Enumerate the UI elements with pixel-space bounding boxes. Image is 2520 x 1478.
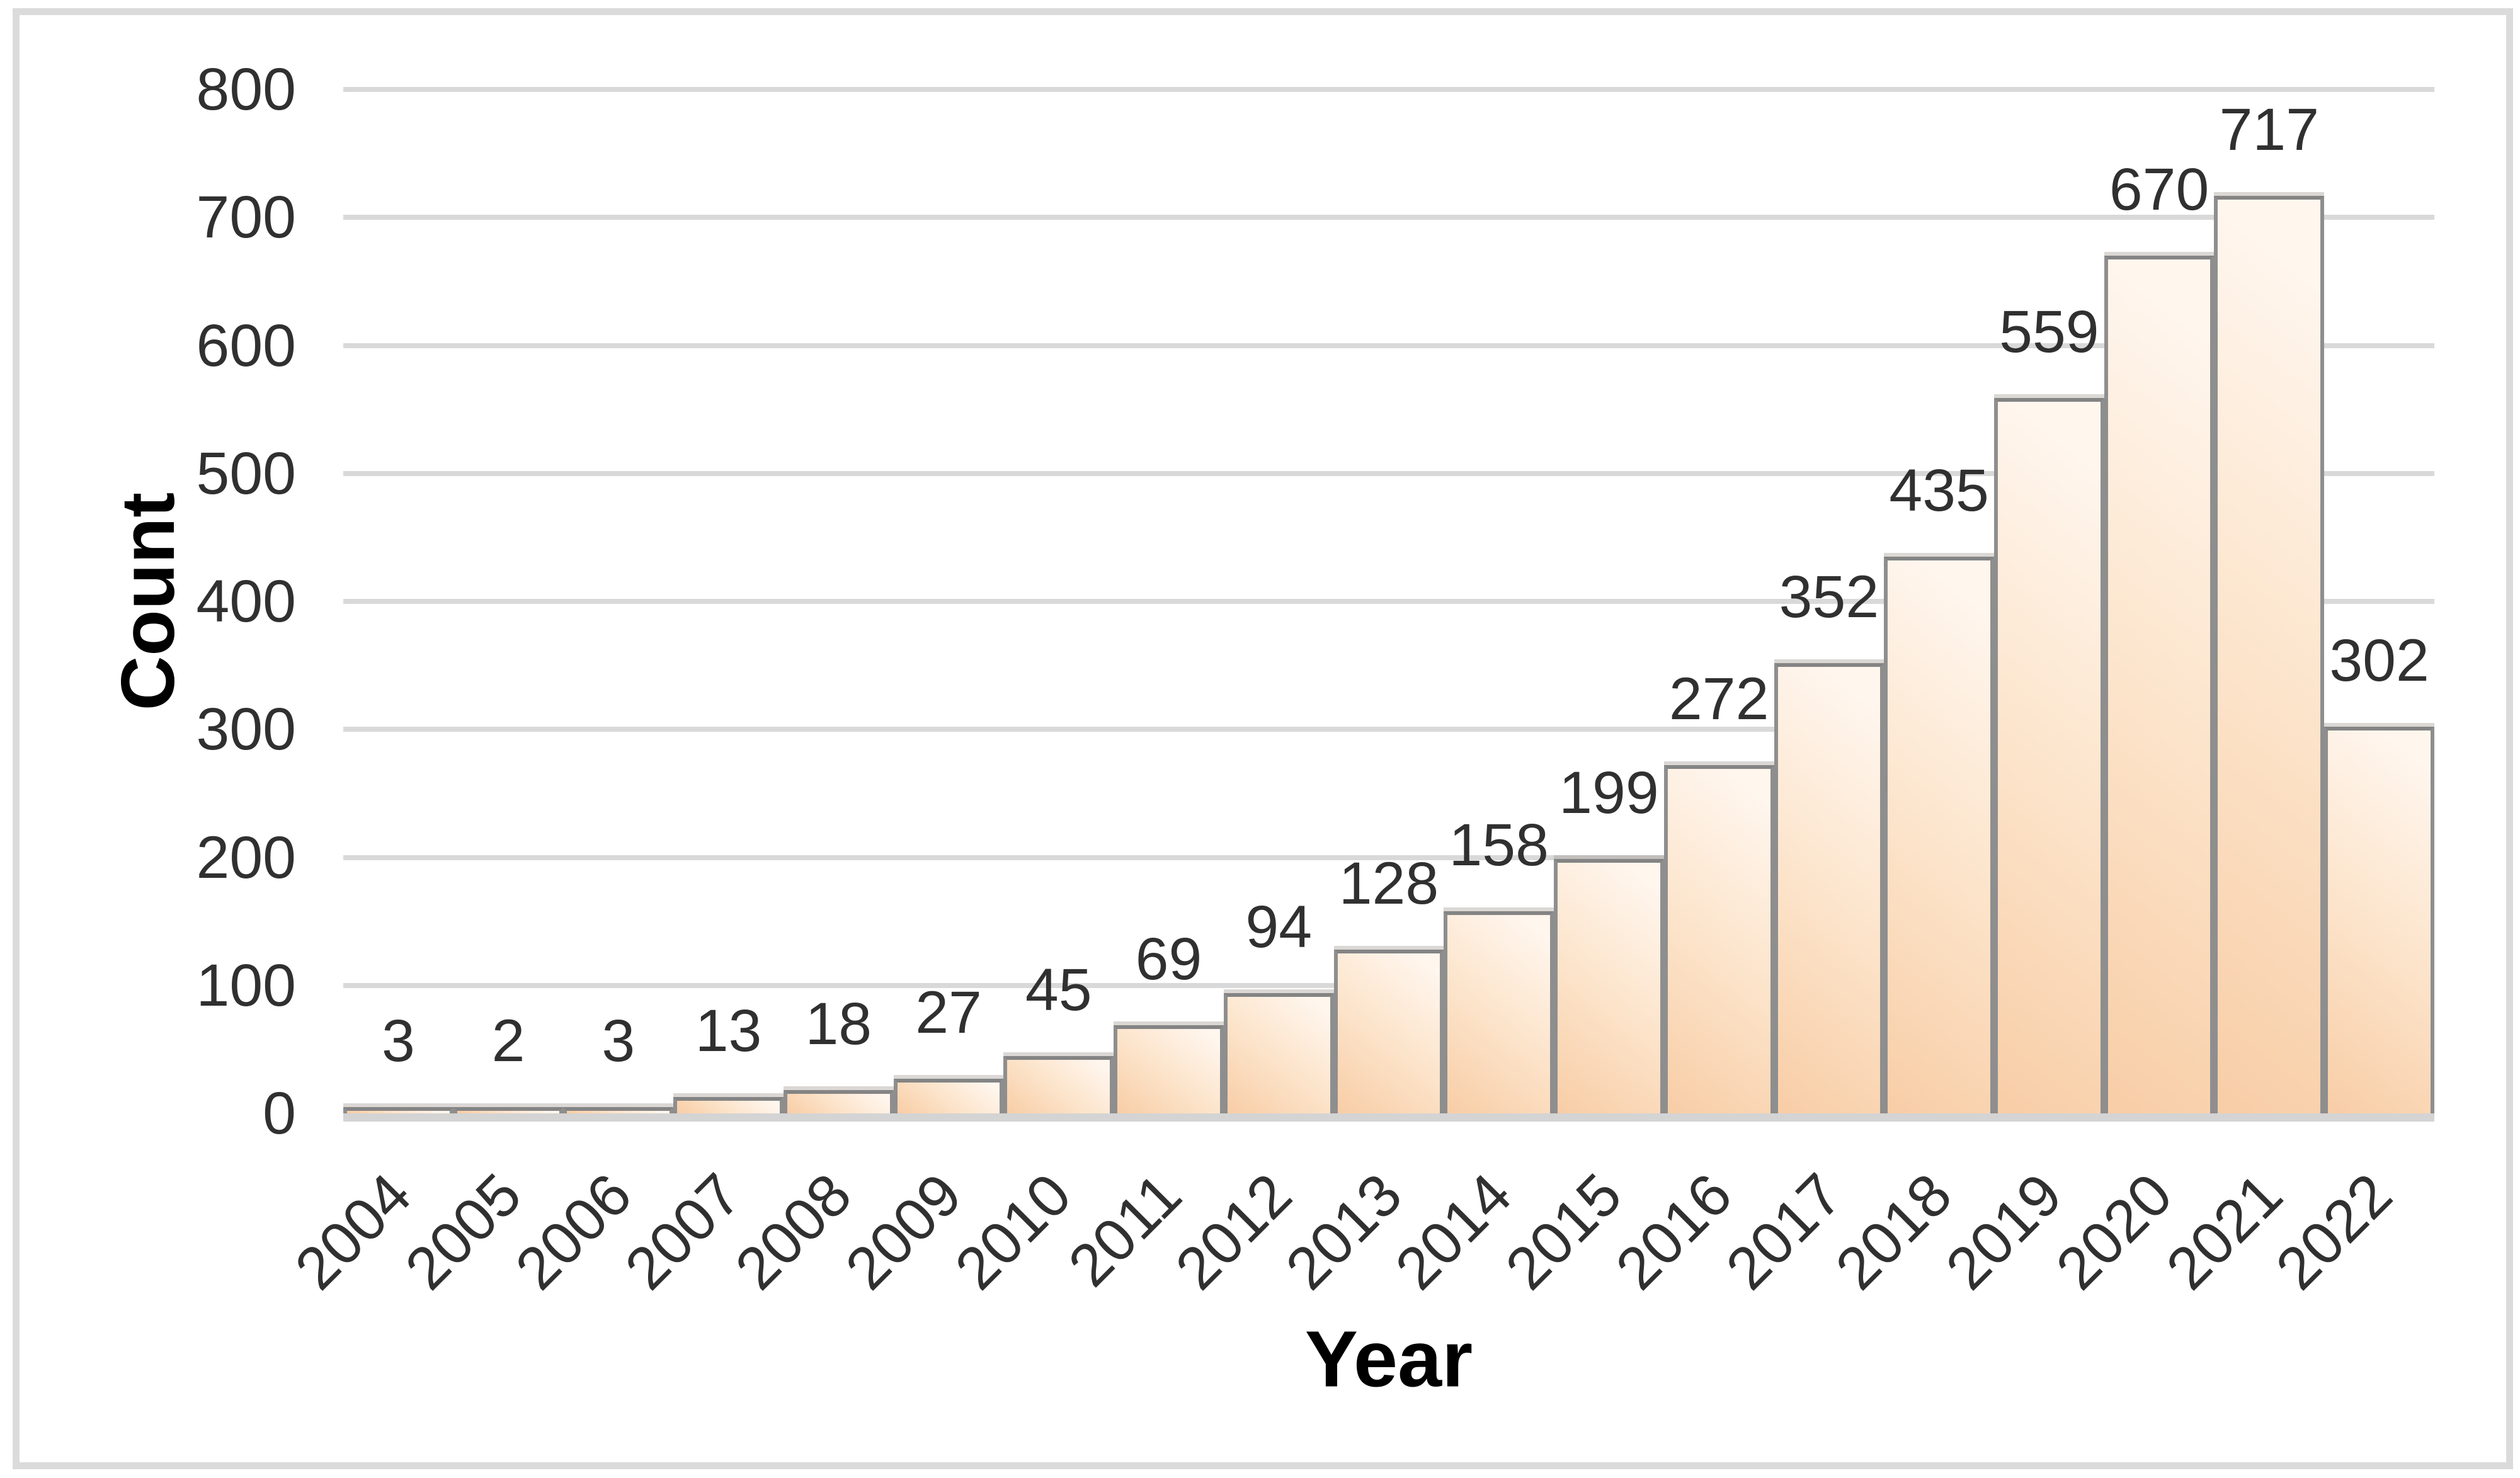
bar-value-label-2021: 717 [2219,96,2320,163]
gridline-400 [343,599,2434,604]
y-tick-label-100: 100 [196,952,296,1019]
bar-2004 [343,1107,453,1113]
x-tick-label-2013: 2013 [1273,1161,1415,1303]
bar-slot-2011: 69 [1114,89,1224,1113]
y-tick-label-800: 800 [196,56,296,123]
plot-area: 3 2 3 13 18 27 45 69 94 128 158 199 272 352 435 559 670 7… [343,87,2434,1122]
bar-slot-2007: 13 [673,89,784,1113]
bar-slot-2014: 158 [1444,89,1554,1113]
x-axis-line [343,1112,2434,1122]
bar-slot-2004: 3 [343,89,453,1113]
bar-2018 [1884,557,1995,1113]
bar-slot-2020: 670 [2104,89,2215,1113]
bar-value-label-2011: 69 [1135,926,1202,992]
bar-2021 [2214,196,2325,1113]
x-tick-label-2005: 2005 [392,1161,534,1303]
x-tick-label-2006: 2006 [503,1161,644,1303]
gridline-200 [343,855,2434,860]
x-tick-label-2020: 2020 [2043,1161,2185,1303]
bar-value-label-2008: 18 [805,991,872,1057]
bar-value-label-2022: 302 [2329,627,2429,694]
gridline-800 [343,87,2434,92]
bar-value-label-2016: 272 [1668,666,1769,732]
x-axis-title: Year [1304,1314,1473,1404]
bar-2010 [1003,1056,1114,1113]
bar-2005 [453,1107,564,1113]
gridline-600 [343,343,2434,348]
bar-slot-2012: 94 [1223,89,1334,1113]
bar-value-label-2014: 158 [1449,812,1549,878]
bar-value-label-2010: 45 [1025,957,1092,1023]
bar-slot-2013: 128 [1333,89,1444,1113]
x-tick-label-2016: 2016 [1603,1161,1745,1303]
bar-slot-2016: 272 [1663,89,1774,1113]
bar-value-label-2012: 94 [1245,894,1313,960]
bar-value-label-2019: 559 [1999,298,2099,365]
bar-2020 [2104,256,2215,1113]
bar-value-label-2009: 27 [915,979,982,1046]
bar-2014 [1444,911,1554,1113]
y-tick-label-500: 500 [196,440,296,507]
x-tick-label-2008: 2008 [722,1161,864,1303]
bar-slot-2018: 435 [1884,89,1995,1113]
bar-2019 [1994,398,2104,1113]
bar-2006 [563,1107,674,1113]
bar-value-label-2007: 13 [695,998,762,1064]
x-tick-label-2007: 2007 [612,1161,755,1303]
y-tick-label-400: 400 [196,568,296,635]
bar-2017 [1774,663,1884,1113]
x-tick-label-2017: 2017 [1713,1161,1855,1303]
bar-value-label-2005: 2 [491,1008,525,1074]
gridline-700 [343,215,2434,220]
bar-value-label-2018: 435 [1889,457,1989,524]
bar-value-label-2015: 199 [1559,759,1659,826]
bar-value-label-2006: 3 [601,1008,636,1074]
x-tick-label-2019: 2019 [1933,1161,2075,1303]
bar-2008 [783,1090,894,1113]
y-tick-label-700: 700 [196,184,296,251]
bar-slot-2017: 352 [1774,89,1884,1113]
bar-2011 [1114,1025,1224,1113]
y-tick-label-600: 600 [196,312,296,379]
bar-value-label-2020: 670 [2109,156,2209,223]
y-tick-label-0: 0 [263,1080,296,1147]
bar-2015 [1554,859,1664,1113]
bar-slot-2021: 717 [2214,89,2325,1113]
bar-value-label-2013: 128 [1338,850,1439,917]
bar-value-label-2004: 3 [381,1008,415,1074]
bar-2012 [1223,993,1334,1113]
y-tick-label-200: 200 [196,824,296,891]
bar-2013 [1333,950,1444,1113]
x-tick-label-2011: 2011 [1056,1161,1195,1300]
bar-slot-2010: 45 [1003,89,1114,1113]
x-tick-label-2018: 2018 [1823,1161,1965,1303]
bar-value-label-2017: 352 [1779,564,1879,630]
gridline-500 [343,471,2434,476]
bar-2009 [893,1079,1004,1113]
bar-2016 [1663,765,1774,1113]
x-tick-label-2014: 2014 [1383,1161,1525,1303]
bar-slot-2005: 2 [453,89,564,1113]
bar-2022 [2324,727,2434,1113]
x-tick-label-2021: 2021 [2153,1161,2295,1303]
bar-slot-2015: 199 [1554,89,1664,1113]
bars-layer: 3 2 3 13 18 27 45 69 94 128 158 199 272 352 435 559 670 7… [343,89,2434,1113]
bar-slot-2006: 3 [563,89,674,1113]
x-tick-label-2015: 2015 [1493,1161,1635,1303]
x-tick-label-2022: 2022 [2263,1161,2405,1303]
gridline-300 [343,727,2434,732]
bar-slot-2022: 302 [2324,89,2434,1113]
x-tick-label-2004: 2004 [282,1161,425,1303]
x-tick-label-2009: 2009 [833,1161,974,1303]
bar-slot-2008: 18 [783,89,894,1113]
x-tick-label-2010: 2010 [943,1161,1085,1303]
bar-2007 [673,1097,784,1113]
y-tick-label-300: 300 [196,696,296,763]
bar-slot-2009: 27 [893,89,1004,1113]
bar-slot-2019: 559 [1994,89,2104,1113]
x-tick-label-2012: 2012 [1163,1161,1304,1303]
